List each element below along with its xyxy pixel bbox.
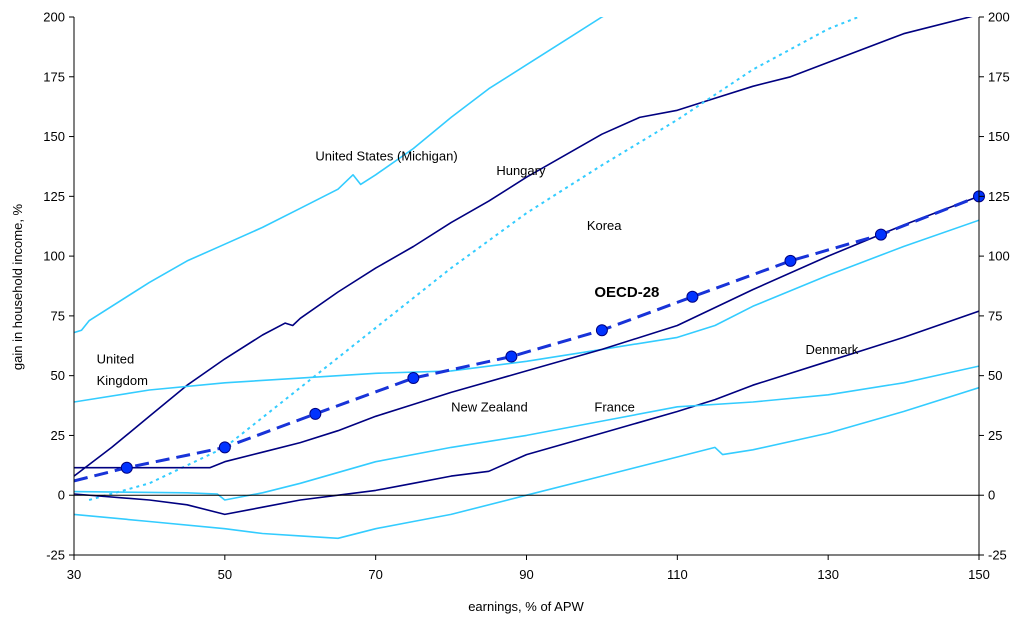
annotation-label: France: [594, 400, 634, 415]
x-tick-label: 130: [817, 567, 839, 582]
x-axis-title: earnings, % of APW: [468, 599, 584, 614]
y-tick-label-left: 25: [51, 428, 65, 443]
y-tick-label-right: 200: [988, 10, 1010, 25]
y-tick-label-left: -25: [46, 548, 65, 563]
x-tick-label: 150: [968, 567, 990, 582]
x-tick-label: 30: [67, 567, 81, 582]
y-tick-label-left: 200: [43, 10, 65, 25]
labels: United States (Michigan) Hungary Korea OECD…: [97, 148, 859, 414]
y-tick-label-right: 100: [988, 249, 1010, 264]
y-tick-label-left: 75: [51, 308, 65, 323]
annotation-label: United States (Michigan): [315, 148, 457, 163]
annotation-label: Hungary: [496, 163, 546, 178]
oecd-marker-4: [505, 350, 518, 363]
series-line-7: [74, 386, 979, 540]
y-tick-label-left: 100: [43, 249, 65, 264]
y-tick-label-right: 75: [988, 308, 1002, 323]
y-tick-label-right: 175: [988, 69, 1010, 84]
series-line-4: [74, 195, 979, 469]
oecd-marker-2: [309, 407, 322, 420]
x-tick-label: 70: [368, 567, 382, 582]
oecd-marker-0: [120, 461, 133, 474]
y-axis-title: gain in household income, %: [10, 203, 25, 370]
annotation-label: New Zealand: [451, 400, 528, 415]
annotation-label: Korea: [587, 218, 622, 233]
series-line-3: [74, 219, 979, 403]
oecd-marker-7: [784, 254, 797, 267]
series-line-0: [74, 17, 604, 334]
annotation-label: OECD-28: [594, 284, 659, 301]
oecd-marker-8: [874, 228, 887, 241]
annotation-label: United: [97, 352, 135, 367]
y-tick-label-right: 150: [988, 129, 1010, 144]
oecd-marker-5: [595, 324, 608, 337]
y-tick-label-left: 125: [43, 189, 65, 204]
x-tick-label: 50: [218, 567, 232, 582]
y-tick-label-right: -25: [988, 548, 1007, 563]
axes: -25 -25 0 0 25 25 50 50 75 75 100 100 125 125 150 150 17…: [43, 10, 1009, 583]
series-line-1: [74, 17, 973, 477]
series-line-6: [74, 365, 979, 501]
y-tick-label-left: 175: [43, 69, 65, 84]
oecd-marker-1: [218, 441, 231, 454]
annotation-label: Denmark: [806, 342, 859, 357]
y-tick-label-right: 0: [988, 488, 995, 503]
x-tick-label: 90: [519, 567, 533, 582]
y-tick-label-right: 50: [988, 368, 1002, 383]
annotation-label: Kingdom: [97, 373, 148, 388]
plot-area: [74, 17, 985, 540]
y-tick-label-left: 50: [51, 368, 65, 383]
y-tick-label-left: 150: [43, 129, 65, 144]
y-tick-label-right: 125: [988, 189, 1010, 204]
oecd-marker-6: [686, 290, 699, 303]
series-line-8: [74, 194, 979, 483]
y-tick-label-left: 0: [58, 488, 65, 503]
y-tick-label-right: 25: [988, 428, 1002, 443]
x-tick-label: 110: [667, 567, 688, 582]
oecd-marker-3: [407, 372, 420, 385]
series-line-5: [74, 310, 979, 516]
